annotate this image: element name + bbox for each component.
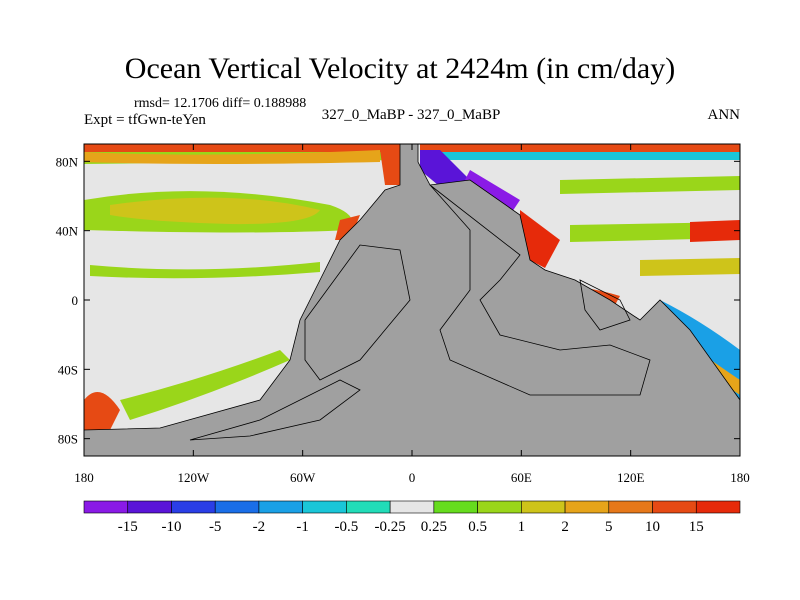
colorbar-swatch: [521, 500, 566, 514]
y-tick-label: 80N: [56, 154, 79, 169]
colorbar-label: -10: [161, 519, 181, 535]
colorbar-swatch: [695, 500, 741, 514]
x-tick-label: 60E: [511, 470, 532, 485]
y-axis: 80N 40N 0 40S 80S: [56, 154, 740, 447]
y-tick-label: 40S: [58, 362, 78, 377]
coastline-outlines: [189, 184, 651, 441]
colorbar-label: 15: [689, 519, 704, 535]
y-tick-label: 40N: [56, 224, 79, 239]
y-tick-label: 0: [72, 293, 79, 308]
chart-title: Ocean Vertical Velocity at 2424m (in cm/…: [124, 52, 676, 85]
y-tick-label: 80S: [58, 432, 78, 447]
colorbar-label: 1: [518, 519, 526, 535]
x-tick-label: 180: [730, 470, 750, 485]
comparison-label: 327_0_MaBP - 327_0_MaBP: [321, 107, 501, 123]
colorbar-swatch: [346, 500, 391, 514]
colorbar-swatch: [214, 500, 260, 514]
colorbar-label: 0.25: [421, 519, 447, 535]
colorbar-label: 5: [605, 519, 613, 535]
colorbar-swatch: [477, 500, 522, 514]
season-label: ANN: [707, 107, 741, 123]
colorbar-label: -2: [253, 519, 266, 535]
colorbar: -15 -10 -5 -2 -1 -0.5 -0.25 0.25 0.5 1 2 5 10 15: [83, 500, 741, 535]
x-tick-label: 180: [74, 470, 94, 485]
colorbar-label: -5: [209, 519, 222, 535]
colorbar-swatch: [127, 500, 172, 514]
x-tick-label: 120E: [617, 470, 645, 485]
colorbar-swatch: [652, 500, 697, 514]
land-mass: [84, 144, 740, 456]
colorbar-label: -0.25: [375, 519, 406, 535]
colorbar-swatch: [258, 500, 303, 514]
colorbar-swatch: [433, 500, 478, 514]
colorbar-label: -1: [296, 519, 309, 535]
colorbar-swatch: [302, 500, 347, 514]
x-tick-label: 60W: [290, 470, 316, 485]
experiment-label: Expt = tfGwn-teYen: [84, 112, 206, 128]
stats-text: rmsd= 12.1706 diff= 0.188988: [134, 96, 307, 111]
colorbar-swatch: [608, 500, 653, 514]
colorbar-swatch: [171, 500, 216, 514]
colorbar-label: 10: [645, 519, 660, 535]
map-plot-area: [84, 144, 740, 456]
x-tick-label: 120W: [177, 470, 210, 485]
colorbar-label: -15: [118, 519, 138, 535]
colorbar-label: 0.5: [468, 519, 487, 535]
colorbar-label: 2: [561, 519, 569, 535]
colorbar-label: -0.5: [335, 519, 359, 535]
x-axis: 180 120W 60W 0 60E 120E 180: [74, 144, 750, 485]
colorbar-swatch: [83, 500, 129, 514]
colorbar-swatch: [564, 500, 610, 514]
colorbar-swatch: [389, 500, 435, 514]
x-tick-label: 0: [409, 470, 416, 485]
